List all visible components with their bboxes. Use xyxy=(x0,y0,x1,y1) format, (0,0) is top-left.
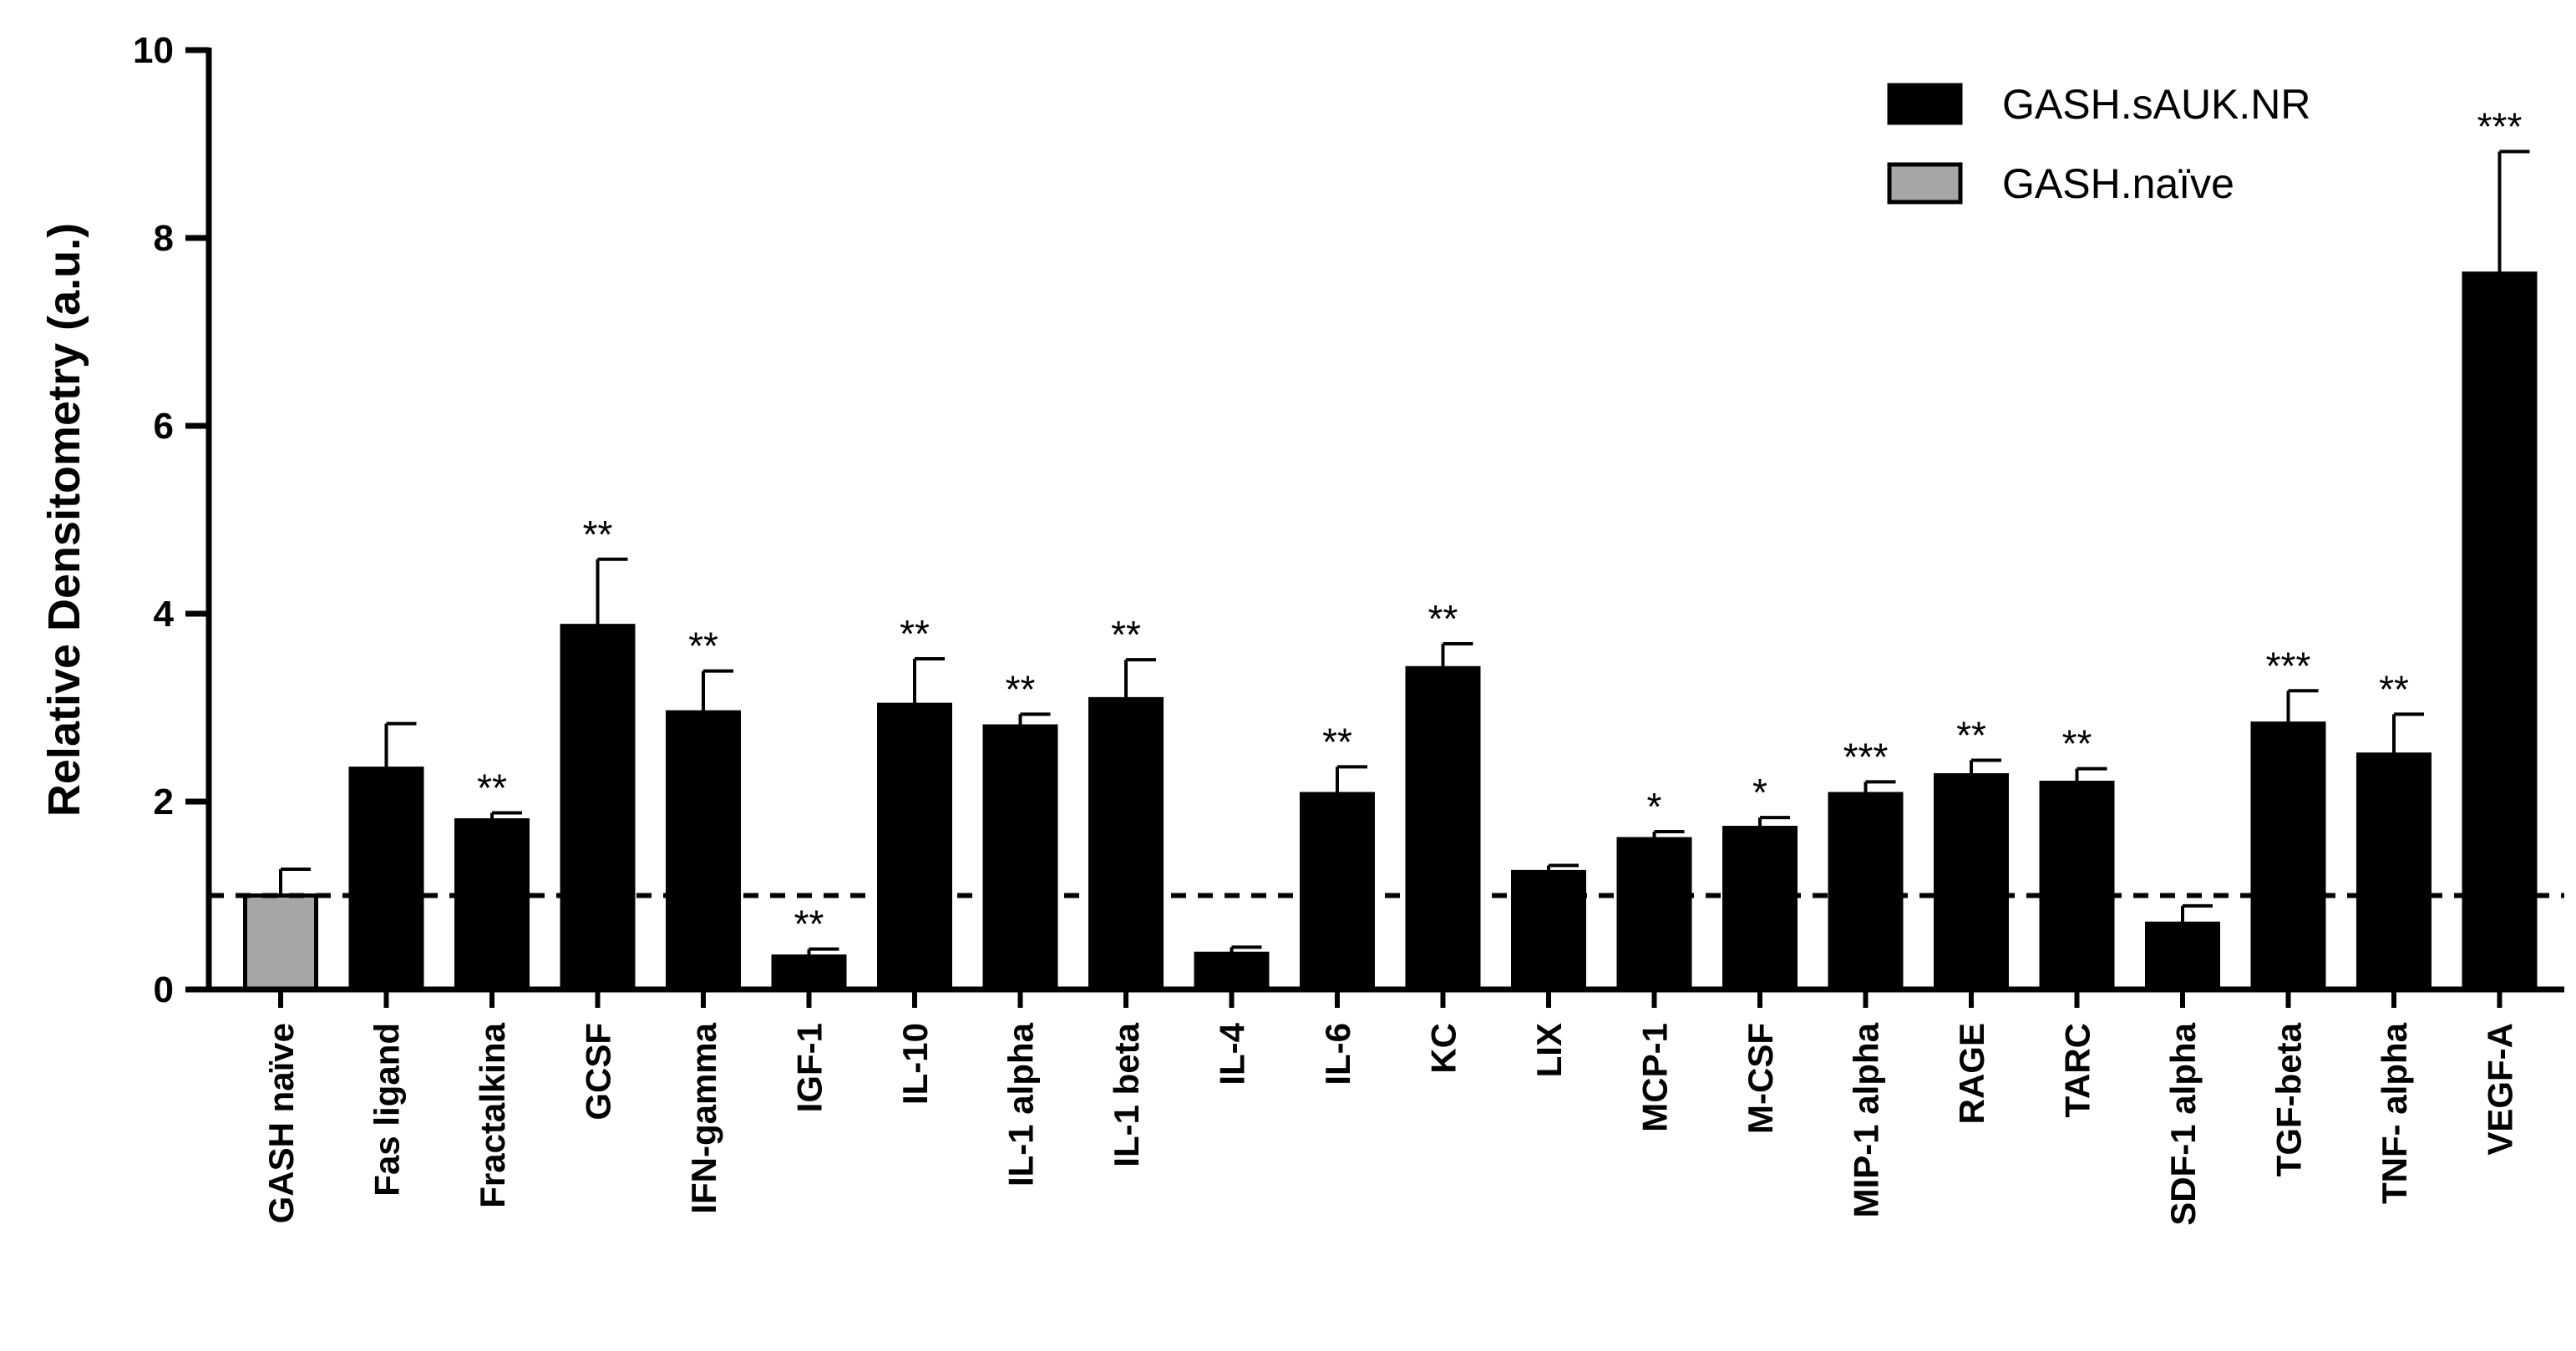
bar-gash-na-ve xyxy=(243,893,318,992)
significance-label: ** xyxy=(477,767,507,810)
significance-label: ** xyxy=(1322,720,1352,763)
bar-il-1-alpha xyxy=(982,724,1058,992)
significance-label: ** xyxy=(1111,613,1141,656)
significance-label: *** xyxy=(1843,735,1889,778)
significance-label: ** xyxy=(2379,667,2409,711)
bar-il-4 xyxy=(1194,951,1270,992)
bar-fractalkina xyxy=(454,818,530,992)
significance-label: * xyxy=(1752,771,1767,814)
x-tick-label: IL-6 xyxy=(1318,1023,1357,1085)
significance-label: *** xyxy=(2477,105,2523,149)
x-tick-label: GASH naïve xyxy=(261,1023,301,1223)
x-tick-label: IFN-gamma xyxy=(684,1022,723,1213)
x-tick-label: IL-1 beta xyxy=(1107,1022,1146,1166)
bar-ifn-gamma xyxy=(666,710,741,992)
bar-tgf-beta xyxy=(2250,721,2326,992)
bar-m-csf xyxy=(1722,826,1798,992)
x-ticks-group: GASH naïve Fas ligand Fractalkina GCSF IFN-g… xyxy=(261,989,2520,1226)
bar-rage xyxy=(1934,773,2009,992)
bar-il-10 xyxy=(877,702,952,992)
significance-label: ** xyxy=(1428,597,1458,640)
y-tick-label: 6 xyxy=(154,406,174,447)
significance-label: ** xyxy=(1956,714,1986,757)
x-tick-label: KC xyxy=(1424,1023,1463,1074)
x-tick-label: LIX xyxy=(1529,1023,1569,1077)
bar-tnf-alpha xyxy=(2356,752,2431,992)
significance-group: ******************* **** ** ********** xyxy=(477,105,2522,946)
bar-gcsf xyxy=(560,624,636,992)
x-tick-label: IL-10 xyxy=(895,1023,935,1105)
bar-mip-1-alpha xyxy=(1828,792,1904,992)
bar-il-1-beta xyxy=(1088,696,1164,992)
x-tick-label: SDF-1 alpha xyxy=(2163,1022,2203,1225)
x-tick-label: Fractalkina xyxy=(473,1022,512,1207)
x-tick-label: MIP-1 alpha xyxy=(1847,1022,1886,1217)
bar-tarc xyxy=(2039,781,2115,992)
x-tick-label: MCP-1 xyxy=(1635,1023,1675,1132)
bar-fas-ligand xyxy=(348,767,424,992)
bar-kc xyxy=(1405,665,1481,992)
bars-group xyxy=(243,271,2538,992)
y-tick-label: 10 xyxy=(133,30,174,71)
x-tick-label: IL-1 alpha xyxy=(1001,1022,1041,1187)
significance-label: *** xyxy=(2266,644,2311,687)
x-tick-label: Fas ligand xyxy=(368,1023,407,1197)
bar-mcp-1 xyxy=(1616,837,1692,992)
x-tick-label: GCSF xyxy=(579,1023,618,1121)
x-tick-label: M-CSF xyxy=(1741,1023,1780,1134)
y-axis-title: Relative Densitometry (a.u.) xyxy=(39,223,89,817)
significance-label: ** xyxy=(794,903,824,946)
y-tick-label: 8 xyxy=(154,218,174,259)
significance-label: ** xyxy=(2062,722,2092,766)
bar-vegf-a xyxy=(2462,271,2538,992)
y-tick-label: 4 xyxy=(154,594,175,635)
significance-label: ** xyxy=(583,513,613,556)
x-tick-label: IGF-1 xyxy=(790,1023,829,1112)
y-tick-label: 0 xyxy=(154,969,174,1010)
legend-label: GASH.naïve xyxy=(2002,160,2234,207)
legend-label: GASH.sAUK.NR xyxy=(2002,81,2311,128)
x-tick-label: RAGE xyxy=(1952,1023,1991,1124)
x-tick-label: TNF- alpha xyxy=(2375,1022,2414,1204)
legend: GASH.sAUK.NR GASH.naïve xyxy=(1887,81,2311,207)
bar-igf-1 xyxy=(771,954,847,992)
bar-il-6 xyxy=(1300,792,1375,992)
x-tick-label: TARC xyxy=(2058,1023,2097,1118)
significance-label: * xyxy=(1647,785,1662,828)
y-ticks-group: 0 2 4 6 8 10 xyxy=(133,30,209,1010)
significance-label: ** xyxy=(1006,667,1036,711)
significance-label: ** xyxy=(688,625,718,668)
significance-label: ** xyxy=(900,612,930,655)
y-tick-label: 2 xyxy=(154,782,174,822)
bar-sdf-1-alpha xyxy=(2145,921,2220,992)
x-tick-label: IL-4 xyxy=(1213,1022,1252,1085)
legend-swatch xyxy=(1887,83,1963,125)
x-tick-label: TGF-beta xyxy=(2269,1022,2309,1176)
legend-swatch xyxy=(1887,162,1963,205)
x-tick-label: VEGF-A xyxy=(2481,1023,2520,1156)
bar-lix xyxy=(1511,869,1586,992)
error-bars-group xyxy=(279,149,2530,957)
